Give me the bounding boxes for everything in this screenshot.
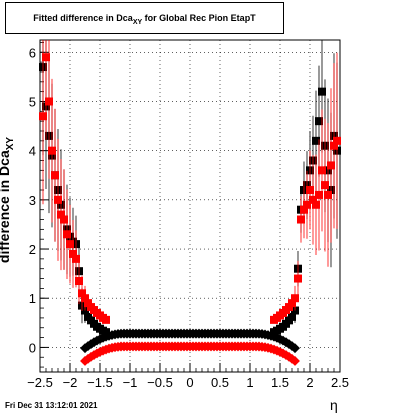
red-series-point: [330, 141, 338, 150]
red-series-point: [297, 215, 305, 224]
red-series-point: [48, 146, 56, 155]
red-series-point: [54, 195, 62, 204]
red-lower-band-point: [290, 356, 300, 366]
y-tick-label: 2: [29, 242, 36, 257]
y-tick-label: 1: [29, 291, 36, 306]
red-series-point: [321, 181, 329, 190]
y-tick-label: 4: [29, 144, 36, 159]
title-box: Fitted difference in DcaXY for Global Re…: [5, 2, 284, 34]
x-tick-label: 1: [246, 375, 253, 390]
red-series-point: [102, 315, 110, 324]
black-series-point: [102, 328, 110, 337]
black-series-point: [315, 117, 323, 126]
red-series-point: [39, 112, 47, 121]
x-tick-label: 0: [186, 375, 193, 390]
x-tick-label: 2.5: [331, 375, 349, 390]
red-series-point: [51, 171, 59, 180]
x-tick-label: 0.5: [211, 375, 229, 390]
red-series-point: [75, 277, 83, 286]
red-series-point: [78, 289, 86, 298]
red-series-point: [318, 166, 326, 175]
x-tick-label: −2: [63, 375, 78, 390]
black-lower-band-point: [290, 343, 300, 354]
red-series-point: [312, 200, 320, 209]
chart-title: Fitted difference in DcaXY for Global Re…: [33, 13, 256, 26]
red-series-point: [306, 186, 314, 195]
red-series-point: [60, 215, 68, 224]
x-tick-label: −2.5: [27, 375, 53, 390]
red-series-point: [42, 53, 50, 62]
red-series-point: [57, 210, 65, 219]
red-series-point: [69, 249, 77, 258]
red-series-point: [81, 294, 89, 303]
red-series-point: [291, 294, 299, 303]
x-tick-label: 1.5: [271, 375, 289, 390]
timestamp: Fri Dec 31 13:12:01 2021: [5, 401, 98, 410]
black-series-point: [318, 87, 326, 96]
y-tick-label: 0: [29, 340, 36, 355]
red-series-point: [333, 136, 341, 145]
black-series-point: [312, 136, 320, 145]
red-series-point: [45, 97, 53, 106]
x-tick-label: −0.5: [147, 375, 173, 390]
red-series-point: [300, 205, 308, 214]
red-series-point: [315, 190, 323, 199]
red-series-point: [303, 200, 311, 209]
black-series-point: [288, 312, 296, 321]
y-tick-label: 5: [29, 94, 36, 109]
x-tick-label: 2: [306, 375, 313, 390]
red-series-point: [72, 254, 80, 263]
x-tick-label: −1: [123, 375, 138, 390]
red-series-point: [63, 230, 71, 239]
red-series-point: [309, 195, 317, 204]
red-series-point: [294, 274, 302, 283]
y-tick-label: 6: [29, 45, 36, 60]
red-series-point: [66, 240, 74, 249]
y-tick-label: 3: [29, 193, 36, 208]
red-series-point: [288, 299, 296, 308]
red-series-point: [327, 161, 335, 170]
red-series-point: [324, 190, 332, 199]
x-tick-label: −1.5: [87, 375, 113, 390]
x-axis-label: η: [330, 397, 338, 413]
